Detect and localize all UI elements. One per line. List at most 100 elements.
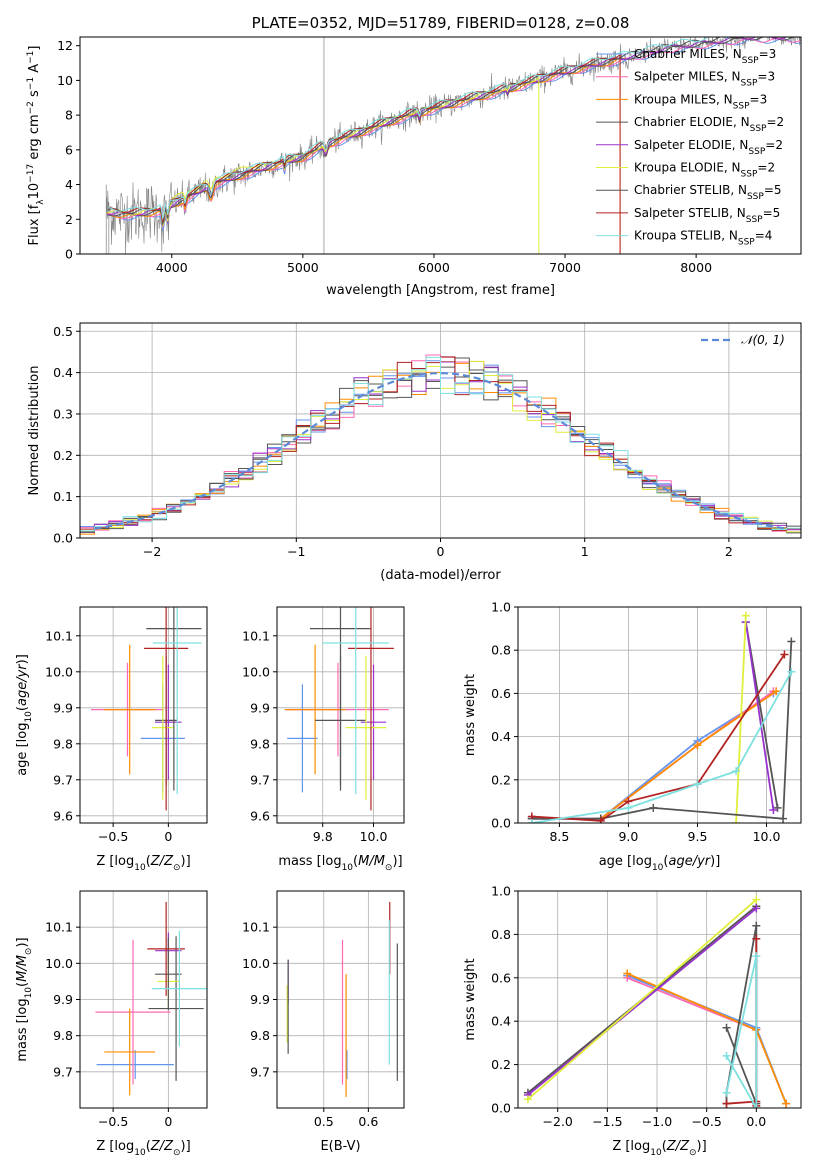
mass-weight-marker <box>772 687 781 696</box>
age-axis-label: age [log10(age/yr)] <box>15 654 34 776</box>
label-part: Chabrier STELIB, N <box>634 183 747 197</box>
y-tick-label: 0.2 <box>491 1057 511 1072</box>
mass-weight-marker <box>722 1088 731 1097</box>
label-part: erg cm <box>27 114 42 163</box>
plot-area <box>286 901 398 1098</box>
axes-frame <box>79 36 802 255</box>
plot-area <box>91 607 202 811</box>
x-tick-label: 10.0 <box>753 829 781 844</box>
label-part: =5 <box>764 183 782 197</box>
mass-weight-marker <box>779 814 788 823</box>
y-tick-label: 4 <box>65 177 73 192</box>
x-tick-label: 2 <box>725 544 733 559</box>
legend-label: Kroupa ELODIE, NSSP=2 <box>634 161 775 180</box>
label-part: ( <box>662 1139 667 1154</box>
label-part: )] <box>15 654 30 664</box>
y-tick-label: 10.1 <box>45 920 73 935</box>
y-tick-label: 0.4 <box>53 365 73 380</box>
y-tick-label: 10 <box>57 73 73 88</box>
y-tick-label: 0.5 <box>53 324 73 339</box>
x-tick-label: 0 <box>164 829 172 844</box>
hist-ylabel: Normed distribution <box>27 366 42 496</box>
mass-weight-marker <box>732 819 741 823</box>
x-tick-label: 9.0 <box>618 829 638 844</box>
label-part: Z/Z <box>150 854 174 869</box>
y-tick-label: 0.2 <box>53 448 73 463</box>
label-part: age [log <box>15 723 30 776</box>
label-part: age/yr <box>668 854 711 869</box>
mass-weight-marker <box>722 1051 731 1060</box>
label-part: M/M <box>358 854 385 869</box>
label-part: Flux [f <box>27 204 42 245</box>
x-tick-label: 1 <box>581 544 589 559</box>
x-tick-label: −1.5 <box>592 1114 622 1129</box>
mass-vs-ebv-panel: 0.5 0.6 9.7 9.8 9.9 10.0 10.1 E(B-V) <box>242 890 405 1154</box>
label-part: −17 <box>26 164 36 183</box>
label-part: =3 <box>750 92 768 106</box>
x-tick-label: −1 <box>287 544 305 559</box>
mass-weight-marker <box>787 667 796 676</box>
y-tick-label: 9.7 <box>250 1064 270 1079</box>
x-tick-label: 4000 <box>156 260 188 275</box>
y-tick-label: 0.1 <box>53 489 73 504</box>
x-tick-label: −2.0 <box>543 1114 573 1129</box>
mass-weight-marker <box>649 803 658 812</box>
label-part: 10 <box>24 711 34 723</box>
mass-weight-line-2 <box>600 690 777 820</box>
plot-area <box>284 607 394 811</box>
x-tick-label: −0.5 <box>691 1114 721 1129</box>
mass-weight-marker <box>752 921 761 930</box>
hist-xlabel: (data-model)/error <box>380 568 501 583</box>
y-tick-label: 12 <box>57 38 73 53</box>
x-tick-label: 5000 <box>287 260 319 275</box>
label-part: ⊙ <box>173 1148 181 1158</box>
label-part: 10 <box>652 863 664 873</box>
label-part: −1 <box>26 77 36 90</box>
y-tick-label: 0.0 <box>491 816 511 831</box>
label-part: SSP <box>746 215 763 225</box>
label-part: )] <box>181 1139 191 1154</box>
y-tick-label: 9.8 <box>250 1028 270 1043</box>
label-part: ( <box>15 982 30 987</box>
label-part: ( <box>146 1139 151 1154</box>
spectrum-panel: 4000 5000 6000 7000 8000 0 2 4 6 8 10 12 PLATE=0352,… <box>26 14 802 298</box>
z-axis-label: Z [log10(Z/Z⊙)] <box>612 1139 706 1158</box>
model-line-7 <box>107 54 621 254</box>
x-tick-label: −0.5 <box>98 829 128 844</box>
legend-label: Chabrier ELODIE, NSSP=2 <box>634 115 784 134</box>
label-part: )] <box>697 1139 707 1154</box>
label-part: SSP <box>741 170 758 180</box>
mass-weight-marker <box>787 637 796 646</box>
y-tick-label: 0.2 <box>491 772 511 787</box>
mass-weight-marker <box>782 1099 791 1108</box>
spectrum-title: PLATE=0352, MJD=51789, FIBERID=0128, z=0… <box>252 14 630 32</box>
label-part: −1 <box>26 51 36 64</box>
x-tick-label: −0.5 <box>98 1114 128 1129</box>
mass-weight-marker <box>722 1023 731 1032</box>
legend-label: Chabrier STELIB, NSSP=5 <box>634 183 782 202</box>
y-tick-label: 0.4 <box>491 729 511 744</box>
mass-weight-marker <box>752 952 761 961</box>
label-part: mass [log <box>278 854 341 869</box>
normal-curve <box>94 371 787 530</box>
label-part: =5 <box>763 206 781 220</box>
label-part: SSP <box>748 147 765 157</box>
label-part: )] <box>15 937 30 947</box>
mass-weight-marker <box>523 1095 532 1104</box>
massweight-vs-metallicity-panel: −2.0 −1.5 −1.0 −0.5 0.0 0.0 0.2 0.4 0.6 0.8 1.0 mas… <box>463 884 802 1158</box>
y-tick-label: 9.7 <box>53 772 73 787</box>
label-part: )] <box>181 854 191 869</box>
mass-weight-marker <box>752 895 761 904</box>
mass-weight-marker <box>752 904 761 913</box>
x-tick-label: 7000 <box>549 260 581 275</box>
legend-label: Chabrier MILES, NSSP=3 <box>634 47 776 66</box>
mass-weight-marker <box>773 803 782 812</box>
x-tick-label: 0 <box>164 1114 172 1129</box>
label-part: Chabrier MILES, N <box>634 47 742 61</box>
mass-weight-marker <box>624 803 633 812</box>
mass-weight-line-8 <box>725 955 758 1108</box>
y-tick-label: 10.1 <box>242 920 270 935</box>
spectrum-xlabel: wavelength [Angstrom, rest frame] <box>326 283 555 298</box>
y-tick-label: 1.0 <box>491 884 511 899</box>
